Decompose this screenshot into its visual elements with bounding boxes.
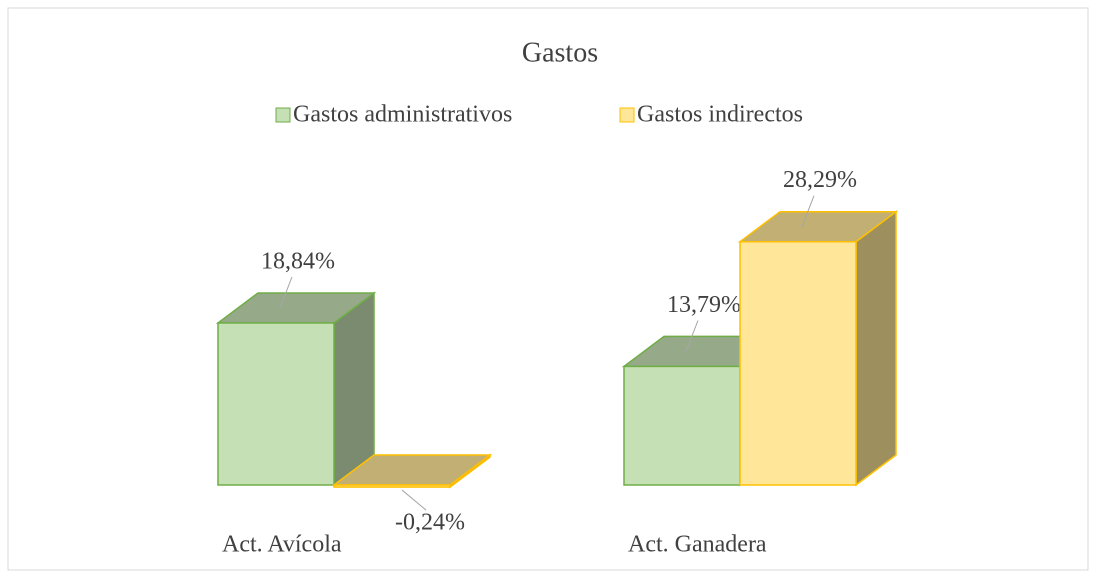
x-tick-label: Act. Ganadera bbox=[628, 532, 767, 558]
data-label: 18,84% bbox=[261, 248, 335, 274]
x-tick-label: Act. Avícola bbox=[222, 532, 342, 558]
bar bbox=[739, 240, 857, 486]
legend-label: Gastos indirectos bbox=[637, 102, 803, 128]
bar bbox=[217, 322, 335, 486]
leader-line bbox=[801, 195, 815, 227]
legend-swatch bbox=[275, 107, 291, 123]
data-label: 28,29% bbox=[783, 167, 857, 193]
bar bbox=[333, 484, 451, 488]
bar bbox=[623, 365, 741, 486]
bar-side bbox=[855, 210, 897, 487]
leader-line bbox=[685, 320, 699, 352]
data-label: 13,79% bbox=[667, 292, 741, 318]
bar-side bbox=[333, 291, 375, 487]
leader-line bbox=[279, 276, 293, 309]
legend-label: Gastos administrativos bbox=[293, 102, 512, 128]
chart-title: Gastos bbox=[522, 37, 598, 68]
leader-line bbox=[401, 489, 427, 511]
data-label: -0,24% bbox=[395, 510, 465, 536]
chart-border bbox=[7, 7, 1089, 571]
legend-swatch bbox=[619, 107, 635, 123]
